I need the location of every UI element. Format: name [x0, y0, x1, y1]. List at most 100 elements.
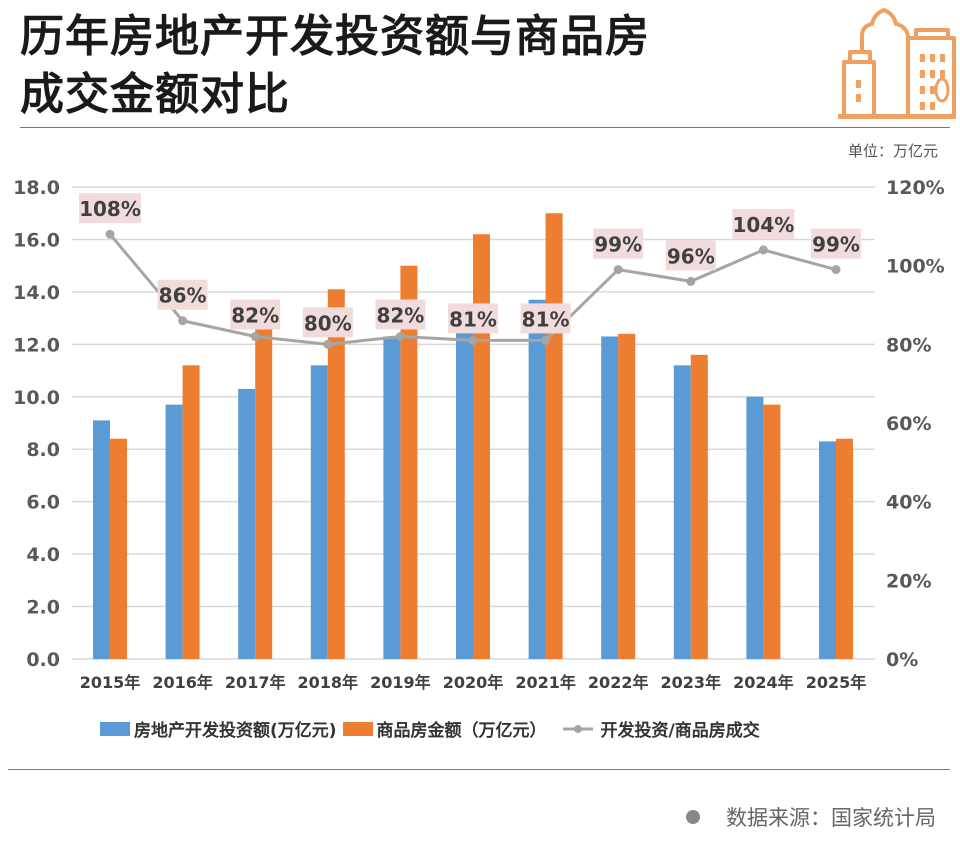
- legend-label-sales: 商品房金额（万亿元）: [376, 721, 547, 741]
- bar-sales: [473, 234, 490, 659]
- x-tick-label: 2021年: [515, 673, 576, 692]
- x-tick-label: 2020年: [443, 673, 504, 692]
- data-label: 81%: [522, 307, 570, 331]
- bar-sales: [763, 404, 781, 659]
- x-tick-label: 2018年: [298, 673, 359, 692]
- ratio-point: [541, 335, 551, 345]
- y2-tick-label: 20%: [886, 570, 931, 592]
- data-label-bg: [732, 208, 795, 239]
- legend-item-investment: 房地产开发投资额(万亿元): [100, 716, 337, 741]
- source-note: 数据来源：国家统计局: [686, 802, 936, 832]
- data-label-bg: [375, 299, 426, 330]
- legend-swatch-blue: [100, 721, 130, 736]
- ratio-point: [395, 331, 405, 341]
- y-tick-label: 12.0: [13, 334, 60, 356]
- bar-investment: [383, 336, 401, 659]
- data-label-bg: [665, 240, 716, 271]
- y2-tick-label: 100%: [886, 256, 945, 278]
- data-label-bg: [302, 307, 353, 338]
- data-label: 80%: [304, 311, 352, 335]
- bar-investment: [819, 441, 836, 659]
- ratio-point: [613, 265, 623, 275]
- y-tick-label: 14.0: [13, 282, 60, 304]
- data-label-bg: [448, 303, 498, 334]
- bar-investment: [746, 396, 764, 659]
- bar-investment: [456, 312, 473, 659]
- bar-sales: [182, 365, 200, 659]
- footer-divider: [8, 769, 950, 770]
- y2-tick-label: 0%: [886, 649, 918, 671]
- y2-tick-label: 40%: [886, 492, 931, 514]
- x-tick-label: 2019年: [370, 673, 431, 692]
- data-label: 99%: [812, 233, 860, 257]
- bar-sales: [690, 354, 708, 659]
- data-label-bg: [157, 279, 208, 310]
- title-line-1: 历年房地产开发投资额与商品房: [20, 11, 650, 62]
- bar-investment: [165, 404, 183, 659]
- page-title: 历年房地产开发投资额与商品房 成交金额对比: [20, 8, 650, 124]
- y-tick-label: 6.0: [26, 492, 60, 514]
- y-tick-label: 18.0: [13, 177, 60, 199]
- ratio-point: [178, 316, 188, 326]
- y-tick-label: 16.0: [13, 229, 60, 251]
- bar-sales: [618, 333, 636, 659]
- data-label: 99%: [594, 233, 642, 257]
- bar-sales: [545, 213, 563, 659]
- legend-swatch-orange: [342, 721, 373, 736]
- y-tick-label: 2.0: [26, 597, 60, 619]
- legend-label-investment: 房地产开发投资额(万亿元): [134, 721, 337, 741]
- legend-line-marker-icon: [562, 724, 593, 733]
- ratio-point: [758, 245, 768, 255]
- ratio-point: [686, 276, 696, 286]
- data-label: 82%: [376, 303, 424, 327]
- data-label: 96%: [667, 244, 715, 268]
- bar-investment: [93, 420, 110, 659]
- y2-tick-label: 60%: [886, 413, 931, 435]
- bar-investment: [528, 299, 546, 659]
- ratio-point: [323, 339, 333, 349]
- bar-investment: [601, 336, 619, 659]
- y2-tick-label: 120%: [886, 177, 945, 199]
- data-label-bg: [593, 228, 644, 259]
- bar-sales: [327, 289, 345, 659]
- bar-sales: [836, 438, 853, 659]
- data-label-bg: [811, 228, 861, 259]
- bar-sales: [255, 328, 273, 659]
- bar-investment: [673, 365, 691, 659]
- data-label: 82%: [231, 303, 279, 327]
- y-tick-label: 8.0: [26, 439, 60, 461]
- x-tick-label: 2016年: [152, 673, 213, 692]
- data-label: 104%: [733, 213, 795, 237]
- y2-tick-label: 80%: [886, 334, 931, 356]
- x-tick-label: 2024年: [733, 673, 794, 692]
- x-tick-label: 2025年: [806, 673, 867, 692]
- bar-sales: [400, 265, 418, 659]
- unit-label: 单位：万亿元: [847, 142, 938, 160]
- ratio-point: [468, 335, 478, 345]
- x-tick-label: 2017年: [225, 673, 286, 692]
- data-label: 86%: [159, 284, 207, 308]
- chart: 0.0 2.0 4.0 6.0 8.0 10.0 12.0 14.0 16.0 18.0 0% 20%…: [13, 177, 945, 692]
- ratio-point: [831, 265, 841, 275]
- ratio-point: [250, 331, 260, 341]
- data-label-bg: [230, 299, 281, 330]
- ratio-point: [105, 229, 115, 239]
- source-text: 数据来源：国家统计局: [726, 806, 936, 830]
- bar-sales: [110, 438, 127, 659]
- data-label: 81%: [449, 307, 497, 331]
- city-buildings-icon: [838, 8, 956, 119]
- title-line-2: 成交金额对比: [20, 69, 290, 120]
- y-tick-label: 4.0: [26, 544, 60, 566]
- bar-investment: [310, 365, 328, 659]
- data-label-bg: [79, 193, 141, 224]
- bar-investment: [238, 388, 256, 659]
- y-tick-label: 10.0: [13, 387, 60, 409]
- legend: 房地产开发投资额(万亿元) 商品房金额（万亿元） 开发投资/商品房成交: [100, 716, 760, 741]
- data-label: 108%: [79, 197, 141, 221]
- legend-item-sales: 商品房金额（万亿元）: [342, 716, 547, 741]
- y-tick-label: 0.0: [26, 649, 60, 671]
- bullet-dot-icon: [686, 810, 700, 824]
- data-label-bg: [520, 303, 571, 334]
- legend-item-ratio: 开发投资/商品房成交: [561, 716, 760, 741]
- x-tick-label: 2022年: [588, 673, 649, 692]
